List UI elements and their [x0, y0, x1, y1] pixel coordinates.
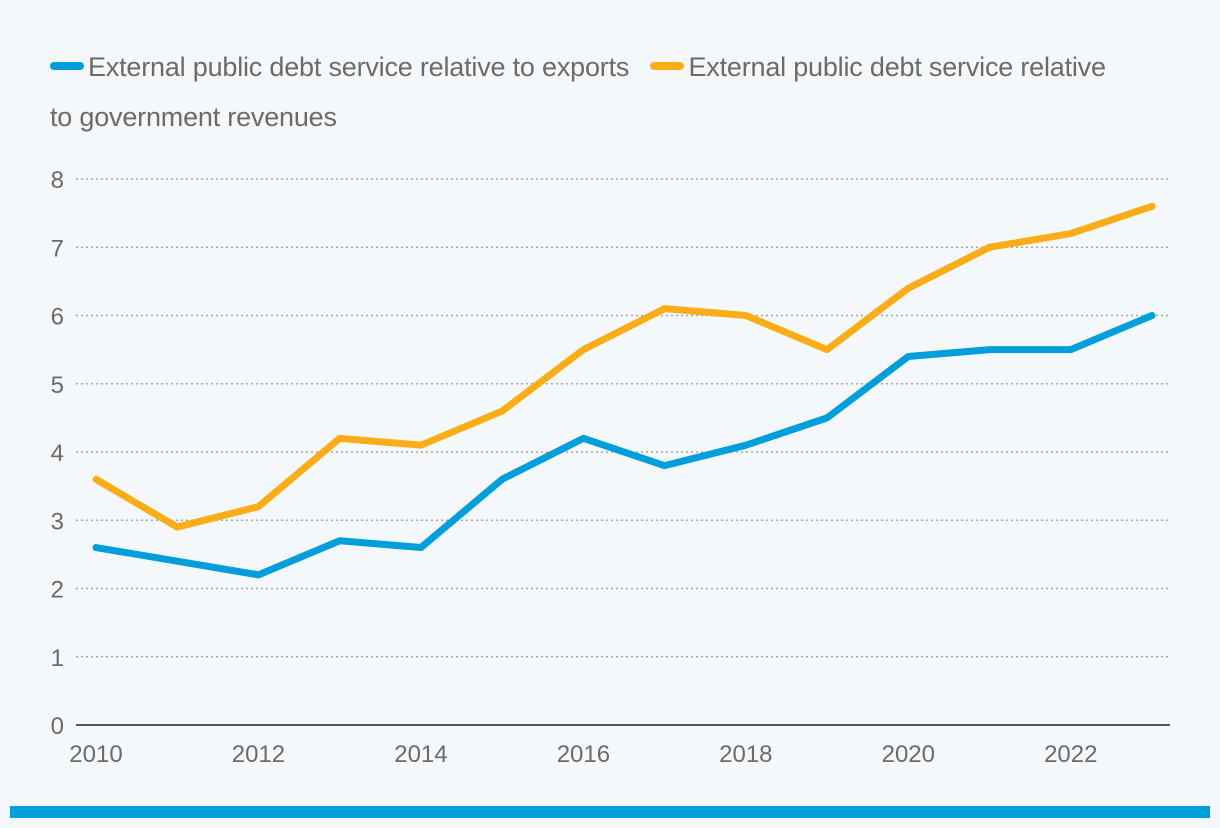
- y-axis-ticks: 0 1 2 3 4 5 6 7 8: [51, 167, 64, 740]
- y-tick-label-1: 1: [51, 645, 64, 672]
- x-tick-label-2020: 2020: [882, 741, 935, 768]
- y-tick-label-6: 6: [51, 304, 64, 331]
- x-tick-label-2014: 2014: [394, 741, 447, 768]
- x-tick-label-2022: 2022: [1044, 741, 1097, 768]
- x-tick-label-2012: 2012: [232, 741, 285, 768]
- y-tick-label-4: 4: [51, 440, 64, 467]
- legend-item-exports: External public debt service relative to…: [50, 52, 629, 82]
- series-line-exports: [92, 312, 1156, 579]
- x-tick-label-2010: 2010: [69, 741, 122, 768]
- legend-label-exports: External public debt service relative to…: [88, 52, 630, 82]
- y-tick-label-7: 7: [51, 235, 64, 262]
- legend-swatch-exports: [50, 61, 84, 70]
- x-tick-label-2016: 2016: [557, 741, 610, 768]
- bottom-accent-bar: [10, 806, 1210, 818]
- legend-swatch-revenues: [650, 61, 685, 70]
- series-line-revenues: [92, 202, 1156, 531]
- legend-item-revenues: External public debt service relative to…: [50, 52, 1106, 132]
- y-tick-label-0: 0: [51, 713, 64, 740]
- y-tick-label-8: 8: [51, 167, 64, 194]
- x-axis-ticks: 2010 2012 2014 2016 2018 2020 2022: [69, 741, 1097, 768]
- y-tick-label-3: 3: [51, 508, 64, 535]
- series-layer: [92, 202, 1156, 579]
- x-tick-label-2018: 2018: [719, 741, 772, 768]
- chart-legend: External public debt service relative to…: [50, 42, 1130, 142]
- grid-layer: [76, 178, 1170, 658]
- y-tick-label-2: 2: [51, 577, 64, 604]
- legend-label-revenues: External public debt service relative to…: [50, 52, 1106, 132]
- y-tick-label-5: 5: [51, 372, 64, 399]
